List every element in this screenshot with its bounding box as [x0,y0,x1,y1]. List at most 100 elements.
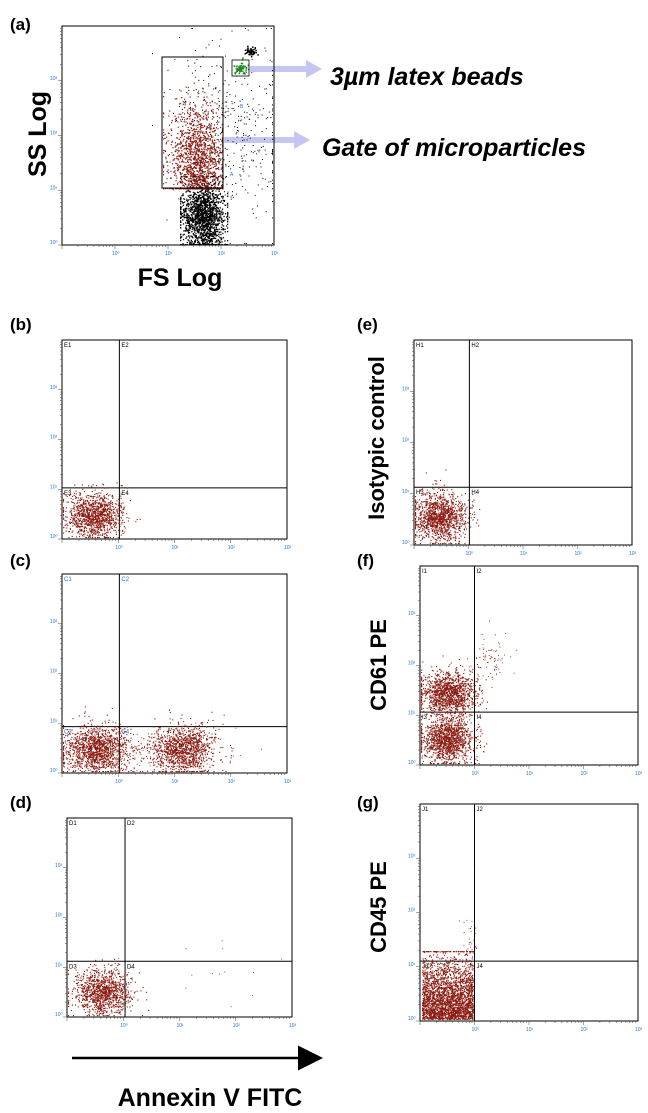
event-point [190,145,192,148]
event-point [211,238,213,241]
event-point [211,226,213,228]
event-point [206,226,208,228]
event-point [78,526,80,528]
event-point [216,103,218,105]
event-point [172,159,174,161]
event-point [70,521,72,523]
event-point [213,171,215,173]
event-point [186,205,188,207]
event-point [204,238,206,240]
event-point [260,173,262,175]
event-point [208,236,210,238]
event-point [218,210,220,212]
event-point [209,218,211,220]
event-point [197,198,199,200]
event-point [245,71,247,73]
event-point [254,150,256,152]
event-point [215,216,218,218]
event-point [192,151,194,153]
event-point [128,517,130,519]
event-point [105,502,107,504]
event-point [210,224,212,227]
event-point [120,517,122,519]
event-point [202,172,204,174]
event-point [215,151,217,153]
event-point [272,132,273,134]
event-point [188,190,191,193]
event-point [193,162,195,164]
event-point [102,498,104,500]
event-point [83,515,85,517]
event-point [91,521,93,523]
event-point [203,210,206,213]
event-point [66,516,68,518]
event-point [228,216,230,218]
event-point [196,182,198,185]
event-point [208,168,210,170]
event-point [215,201,217,203]
event-point [180,198,182,200]
event-point [199,210,201,213]
event-point [188,143,190,145]
event-point [199,132,201,134]
event-point [87,515,89,517]
event-point [102,519,104,521]
event-point [211,118,213,120]
event-point [91,531,93,533]
event-point [96,518,98,520]
event-point [193,128,195,130]
event-point [76,513,78,515]
event-point [221,131,222,133]
event-point [247,47,249,49]
event-point [210,210,212,212]
event-point [194,239,197,241]
event-point [201,169,204,171]
event-point [177,116,180,118]
event-point [203,118,205,120]
event-point [89,529,91,531]
event-point [200,175,203,177]
event-point [197,188,199,190]
event-point [203,200,205,203]
event-point [104,514,106,516]
event-point [76,503,78,505]
event-point [219,193,221,195]
event-point [163,183,165,185]
event-point [214,208,216,210]
event-point [208,170,210,172]
event-point [213,142,215,144]
event-point [199,244,202,246]
event-point [198,134,200,137]
event-point [200,230,203,232]
event-point [129,500,131,502]
event-point [219,161,221,163]
event-point [187,219,189,221]
event-point [89,537,91,539]
event-point [220,196,223,198]
event-point [90,519,92,521]
event-point [231,108,233,109]
event-point [122,514,124,516]
event-point [190,218,193,220]
event-point [212,198,214,200]
event-point [122,519,124,521]
event-point [212,217,214,219]
event-point [227,125,229,127]
event-point [99,497,101,499]
event-point [79,506,81,508]
event-point [235,81,237,83]
event-point [199,165,201,167]
event-point [97,496,99,498]
event-point [272,70,273,72]
event-point [245,52,248,54]
event-point [239,69,241,71]
event-point [89,522,91,524]
event-point [204,161,206,163]
event-point [191,215,193,217]
event-point [177,137,179,139]
event-point [258,151,260,153]
event-point [82,512,84,514]
event-point [220,151,222,154]
event-point [212,166,214,168]
event-point [95,522,97,524]
